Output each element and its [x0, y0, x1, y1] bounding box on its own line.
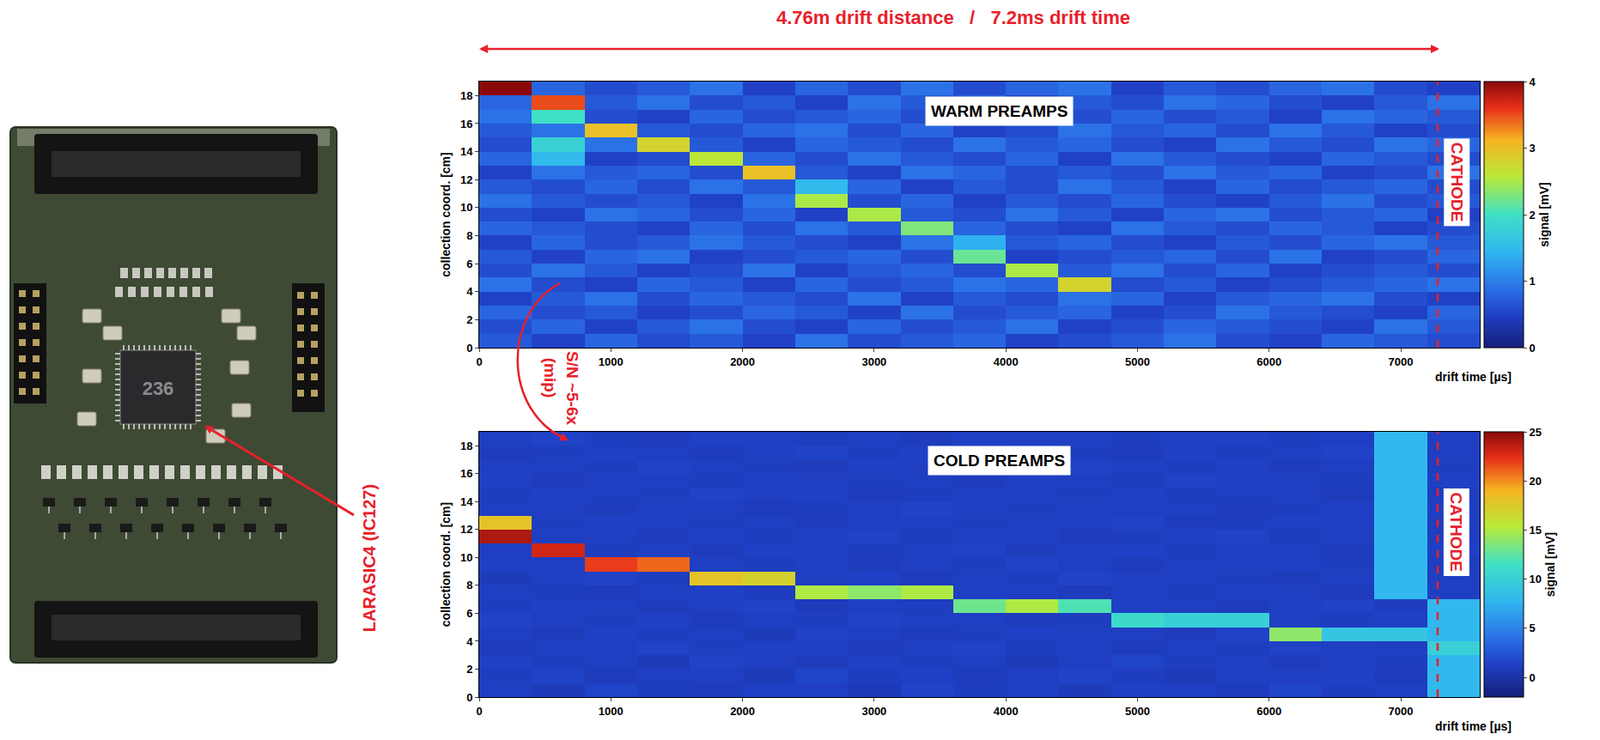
svg-text:6000: 6000	[1256, 705, 1282, 718]
svg-text:4.76m drift distance / 7.2: 4.76m drift distance / 7.2ms drift time	[776, 6, 1131, 29]
svg-text:2000: 2000	[730, 355, 755, 369]
svg-text:2: 2	[466, 313, 473, 327]
svg-text:CATHODE: CATHODE	[1447, 142, 1467, 223]
svg-text:4000: 4000	[993, 705, 1019, 718]
svg-text:6: 6	[466, 257, 473, 271]
svg-text:0: 0	[475, 355, 482, 369]
svg-text:15: 15	[1529, 523, 1542, 537]
svg-text:0: 0	[475, 705, 482, 718]
svg-text:signal [mV]: signal [mV]	[1543, 532, 1558, 597]
svg-text:collection coord. [cm]: collection coord. [cm]	[438, 152, 453, 277]
svg-text:10: 10	[1529, 572, 1542, 586]
svg-text:COLD PREAMPS: COLD PREAMPS	[933, 451, 1065, 470]
svg-text:(mip): (mip)	[541, 358, 560, 398]
svg-text:18: 18	[460, 89, 473, 103]
svg-text:10: 10	[460, 200, 473, 214]
svg-text:20: 20	[1529, 474, 1542, 488]
svg-text:3000: 3000	[861, 355, 887, 369]
svg-text:6000: 6000	[1256, 355, 1282, 369]
svg-text:1: 1	[1529, 274, 1536, 288]
svg-text:16: 16	[460, 467, 473, 481]
svg-text:signal [mV]: signal [mV]	[1537, 182, 1552, 247]
svg-text:5000: 5000	[1125, 355, 1150, 369]
svg-text:1000: 1000	[598, 355, 624, 369]
svg-text:14: 14	[460, 145, 474, 159]
svg-text:S/N ~5-6x: S/N ~5-6x	[563, 351, 582, 426]
svg-text:0: 0	[466, 691, 473, 705]
svg-text:8: 8	[466, 578, 473, 592]
svg-text:LARASIC4 (IC127): LARASIC4 (IC127)	[359, 484, 379, 633]
svg-text:3: 3	[1529, 141, 1536, 155]
svg-text:6: 6	[466, 607, 473, 621]
svg-text:1000: 1000	[598, 705, 624, 718]
svg-text:3000: 3000	[861, 705, 887, 718]
svg-text:CATHODE: CATHODE	[1447, 492, 1466, 572]
svg-text:drift time [µs]: drift time [µs]	[1435, 719, 1512, 734]
svg-text:2000: 2000	[730, 705, 755, 718]
svg-text:12: 12	[460, 173, 473, 187]
svg-text:collection coord. [cm]: collection coord. [cm]	[438, 502, 453, 627]
svg-text:12: 12	[460, 523, 473, 536]
svg-text:236: 236	[142, 377, 175, 400]
svg-text:10: 10	[460, 551, 473, 565]
svg-text:7000: 7000	[1388, 705, 1414, 718]
svg-text:5000: 5000	[1125, 705, 1150, 718]
svg-text:WARM PREAMPS: WARM PREAMPS	[930, 102, 1068, 121]
svg-text:0: 0	[1529, 671, 1536, 685]
svg-text:4: 4	[1529, 75, 1537, 89]
svg-text:16: 16	[460, 117, 473, 131]
svg-text:drift time [µs]: drift time [µs]	[1435, 370, 1512, 384]
svg-text:4: 4	[466, 285, 474, 299]
svg-text:0: 0	[1529, 341, 1536, 355]
svg-text:25: 25	[1529, 425, 1542, 439]
svg-text:2: 2	[1529, 208, 1536, 222]
svg-text:8: 8	[466, 229, 473, 243]
svg-text:2: 2	[466, 663, 473, 676]
svg-text:0: 0	[466, 341, 473, 355]
svg-text:4000: 4000	[993, 355, 1019, 369]
svg-text:7000: 7000	[1388, 355, 1414, 369]
svg-text:4: 4	[466, 635, 474, 649]
svg-text:14: 14	[460, 495, 474, 509]
svg-text:18: 18	[460, 439, 473, 453]
svg-text:5: 5	[1529, 621, 1536, 635]
